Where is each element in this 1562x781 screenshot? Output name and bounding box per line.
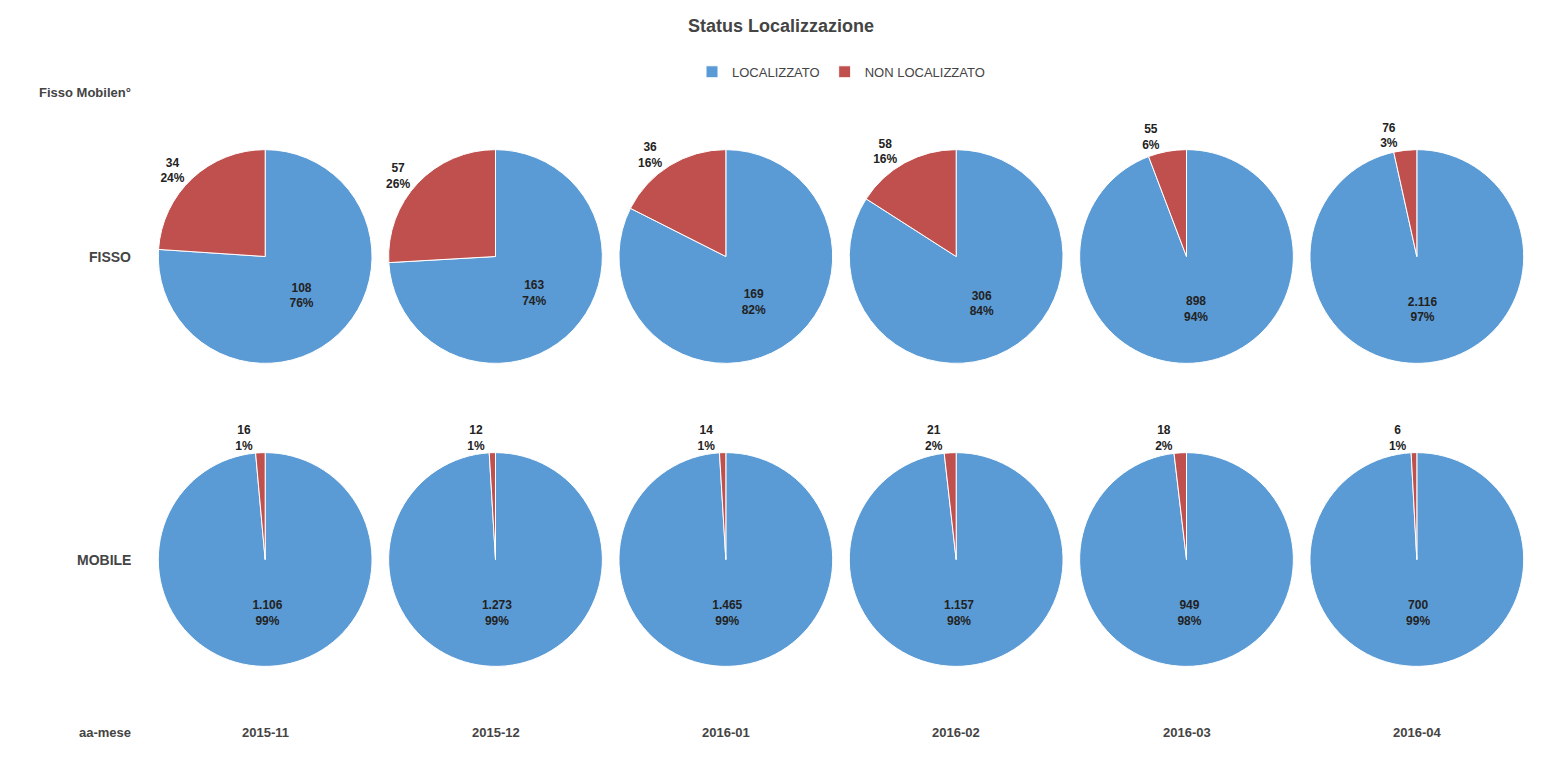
svg-text:Fisso Mobilen°: Fisso Mobilen°	[39, 85, 131, 100]
svg-text:3424%: 3424%	[160, 156, 184, 186]
svg-text:161%: 161%	[235, 423, 253, 453]
svg-text:61%: 61%	[1389, 423, 1407, 453]
svg-text:121%: 121%	[467, 423, 485, 453]
svg-text:FISSO: FISSO	[89, 249, 131, 265]
svg-text:2016-02: 2016-02	[932, 725, 980, 740]
svg-text:1.27399%: 1.27399%	[482, 598, 512, 628]
svg-text:5816%: 5816%	[873, 137, 897, 167]
svg-text:2016-04: 2016-04	[1393, 725, 1441, 740]
svg-text:aa-mese: aa-mese	[79, 725, 131, 740]
svg-text:LOCALIZZATO: LOCALIZZATO	[732, 65, 820, 80]
svg-text:NON LOCALIZZATO: NON LOCALIZZATO	[865, 65, 985, 80]
svg-text:182%: 182%	[1155, 423, 1173, 453]
svg-text:89894%: 89894%	[1184, 294, 1208, 324]
svg-text:MOBILE: MOBILE	[77, 552, 131, 568]
svg-text:1.15798%: 1.15798%	[944, 598, 974, 628]
svg-text:10876%: 10876%	[290, 281, 314, 311]
svg-text:1.10699%: 1.10699%	[252, 598, 282, 628]
svg-text:16374%: 16374%	[522, 278, 546, 308]
svg-text:1.46599%: 1.46599%	[712, 598, 742, 628]
svg-text:16982%: 16982%	[742, 287, 766, 317]
svg-text:2015-12: 2015-12	[472, 725, 520, 740]
svg-text:2016-03: 2016-03	[1163, 725, 1211, 740]
svg-text:141%: 141%	[698, 423, 716, 453]
svg-text:763%: 763%	[1380, 121, 1398, 151]
svg-text:2.11697%: 2.11697%	[1408, 295, 1438, 325]
svg-text:3616%: 3616%	[638, 140, 662, 170]
svg-text:2015-11: 2015-11	[242, 725, 289, 740]
svg-text:556%: 556%	[1142, 122, 1160, 152]
svg-text:5726%: 5726%	[386, 161, 410, 191]
svg-text:Status Localizzazione: Status Localizzazione	[688, 16, 874, 36]
svg-text:212%: 212%	[925, 423, 943, 453]
svg-text:70099%: 70099%	[1406, 598, 1430, 628]
svg-text:30684%: 30684%	[970, 289, 994, 319]
svg-text:94998%: 94998%	[1177, 598, 1201, 628]
svg-text:2016-01: 2016-01	[702, 725, 750, 740]
